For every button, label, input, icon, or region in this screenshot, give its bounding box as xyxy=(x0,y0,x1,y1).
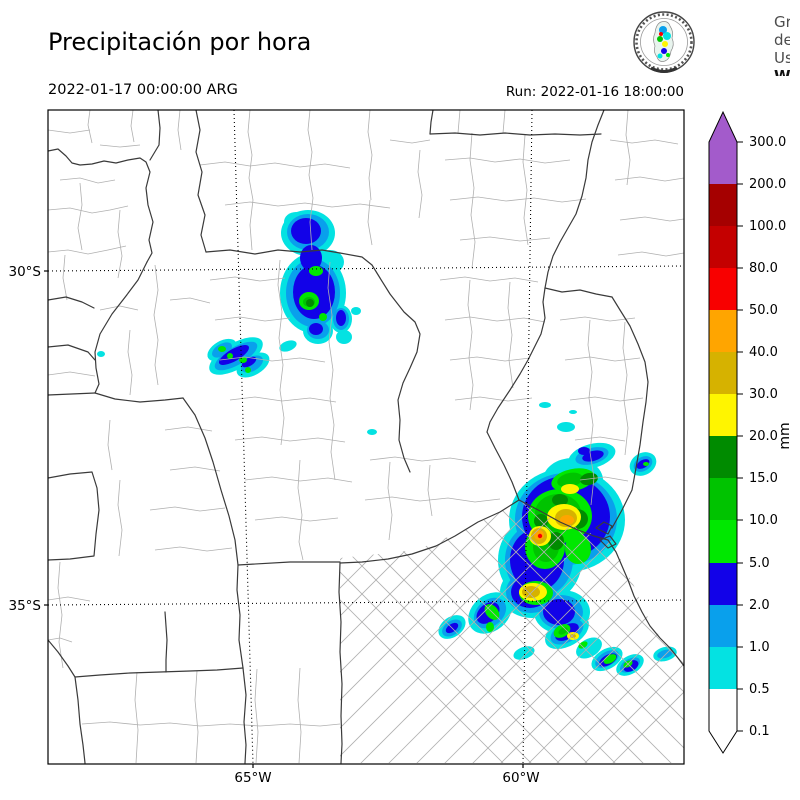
colorbar-tick-label: 0.1 xyxy=(749,724,770,739)
colorbar-segment xyxy=(709,478,737,520)
colorbar-tick-label: 100.0 xyxy=(749,219,786,234)
colorbar-segment xyxy=(709,689,737,731)
page-title: Precipitación por hora xyxy=(48,28,312,56)
logo-text-line2: Usuarios xyxy=(774,49,790,67)
colorbar-segment xyxy=(709,605,737,647)
lon-tick-label-60w: 60°W xyxy=(502,770,539,786)
logo-text-line3: WRF xyxy=(774,67,790,76)
precip-layer-0p5mm xyxy=(97,210,677,676)
colorbar-tick-label: 0.5 xyxy=(749,682,770,697)
lat-tick-label-30s: 30°S xyxy=(9,264,42,280)
colorbar-segment xyxy=(709,268,737,310)
colorbar-ticks xyxy=(737,141,743,732)
colorbar-segment xyxy=(709,352,737,394)
run-time-label: Run: 2022-01-16 18:00:00 xyxy=(505,84,684,100)
logo-emblem: Grupo de Usuarios WRF xyxy=(633,11,790,76)
colorbar-tick-label: 80.0 xyxy=(749,261,778,276)
colorbar-segment xyxy=(709,563,737,605)
colorbar-tick-label: 200.0 xyxy=(749,177,786,192)
valid-time-label: 2022-01-17 00:00:00 ARG xyxy=(48,82,238,98)
precip-layer-50mm xyxy=(537,533,543,539)
lon-tick-label-65w: 65°W xyxy=(234,770,271,786)
colorbar-segment xyxy=(709,226,737,268)
department-boundaries xyxy=(48,110,684,764)
colorbar: 300.0 200.0 100.0 80.0 50.0 40.0 30.0 20… xyxy=(708,110,793,754)
colorbar-tick-label: 40.0 xyxy=(749,345,778,360)
axis-ticks xyxy=(44,270,524,768)
colorbar-segment xyxy=(709,520,737,563)
colorbar-segment xyxy=(709,184,737,226)
colorbar-tick-label: 5.0 xyxy=(749,556,770,571)
colorbar-arrow-top xyxy=(709,112,737,142)
colorbar-tick-label: 1.0 xyxy=(749,640,770,655)
colorbar-tick-label: 10.0 xyxy=(749,513,778,528)
buenos-aires-partido-mesh xyxy=(340,501,684,763)
colorbar-segment xyxy=(709,394,737,436)
colorbar-tick-label: 20.0 xyxy=(749,429,778,444)
colorbar-tick-label: 15.0 xyxy=(749,471,778,486)
colorbar-tick-label: 300.0 xyxy=(749,135,786,150)
colorbar-tick-label: 30.0 xyxy=(749,387,778,402)
colorbar-tick-label: 2.0 xyxy=(749,598,770,613)
logo-text-line1: Grupo de xyxy=(774,13,790,49)
colorbar-tick-label: 50.0 xyxy=(749,303,778,318)
colorbar-arrow-bottom xyxy=(709,731,737,753)
colorbar-segment xyxy=(709,310,737,352)
wrf-logo: Grupo de Usuarios WRF xyxy=(630,8,790,76)
latlon-gridlines xyxy=(48,110,684,764)
colorbar-segment xyxy=(709,647,737,689)
lat-tick-label-35s: 35°S xyxy=(9,598,42,614)
colorbar-unit-label: mm xyxy=(777,422,793,449)
logo-argentina-precip-blob xyxy=(653,21,674,62)
colorbar-segment xyxy=(709,436,737,478)
province-boundaries xyxy=(48,110,684,764)
map-frame xyxy=(47,109,685,765)
colorbar-segment xyxy=(709,142,737,184)
